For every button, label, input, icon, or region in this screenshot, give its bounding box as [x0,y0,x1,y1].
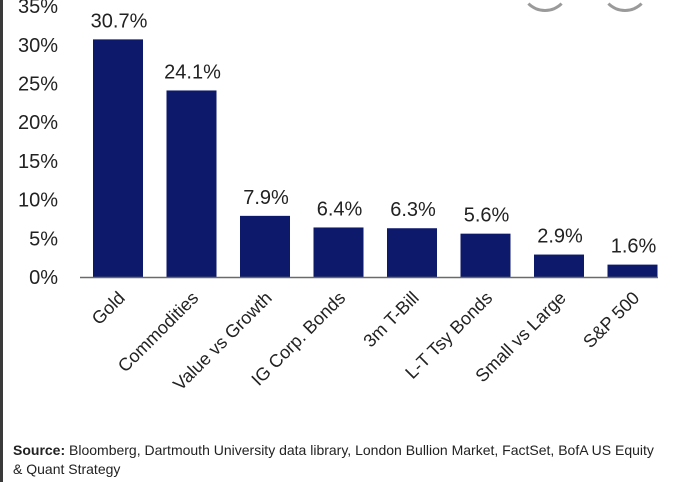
bar [166,90,217,277]
bar-chart: 0% 5% 10% 15% 20% 25% 30% 35% 30.7% 24.1% 7.9% 6.4… [18,0,658,395]
y-tick-label: 35% [18,0,58,18]
bar [607,264,658,277]
bar [534,254,584,277]
data-label: 30.7% [91,10,148,32]
window-edge [0,0,3,482]
y-axis: 0% 5% 10% 15% 20% 25% 30% 35% [18,0,58,289]
y-tick-label: 0% [29,267,58,289]
data-label: 7.9% [243,187,289,209]
y-tick-label: 30% [18,35,58,57]
category-label: 3m T-Bill [359,288,422,351]
category-label: Gold [88,288,129,329]
y-tick-label: 10% [18,190,58,212]
category-label: S&P 500 [579,288,643,352]
data-label: 5.6% [464,205,510,227]
y-tick-label: 15% [18,151,58,173]
y-tick-label: 20% [18,112,58,134]
data-label: 2.9% [537,226,583,248]
data-label: 1.6% [611,236,657,258]
bar [460,233,511,277]
y-tick-label: 5% [29,228,58,250]
source-text: Bloomberg, Dartmouth University data lib… [13,442,654,477]
data-label: 6.4% [317,198,363,220]
logo-fragment-left [520,0,570,12]
source-note: Source: Bloomberg, Dartmouth University … [13,441,665,479]
bar [313,227,364,277]
logo-fragment-right [600,0,650,12]
bars-group [93,39,658,277]
data-label: 6.3% [390,199,436,221]
bar [93,39,143,277]
y-tick-label: 25% [18,74,58,96]
bar [387,228,437,277]
data-label: 24.1% [164,61,221,83]
value-labels-group: 30.7% 24.1% 7.9% 6.4% 6.3% 5.6% 2.9% 1.6% [91,10,657,257]
source-label: Source: [13,442,66,458]
bar [240,215,290,277]
